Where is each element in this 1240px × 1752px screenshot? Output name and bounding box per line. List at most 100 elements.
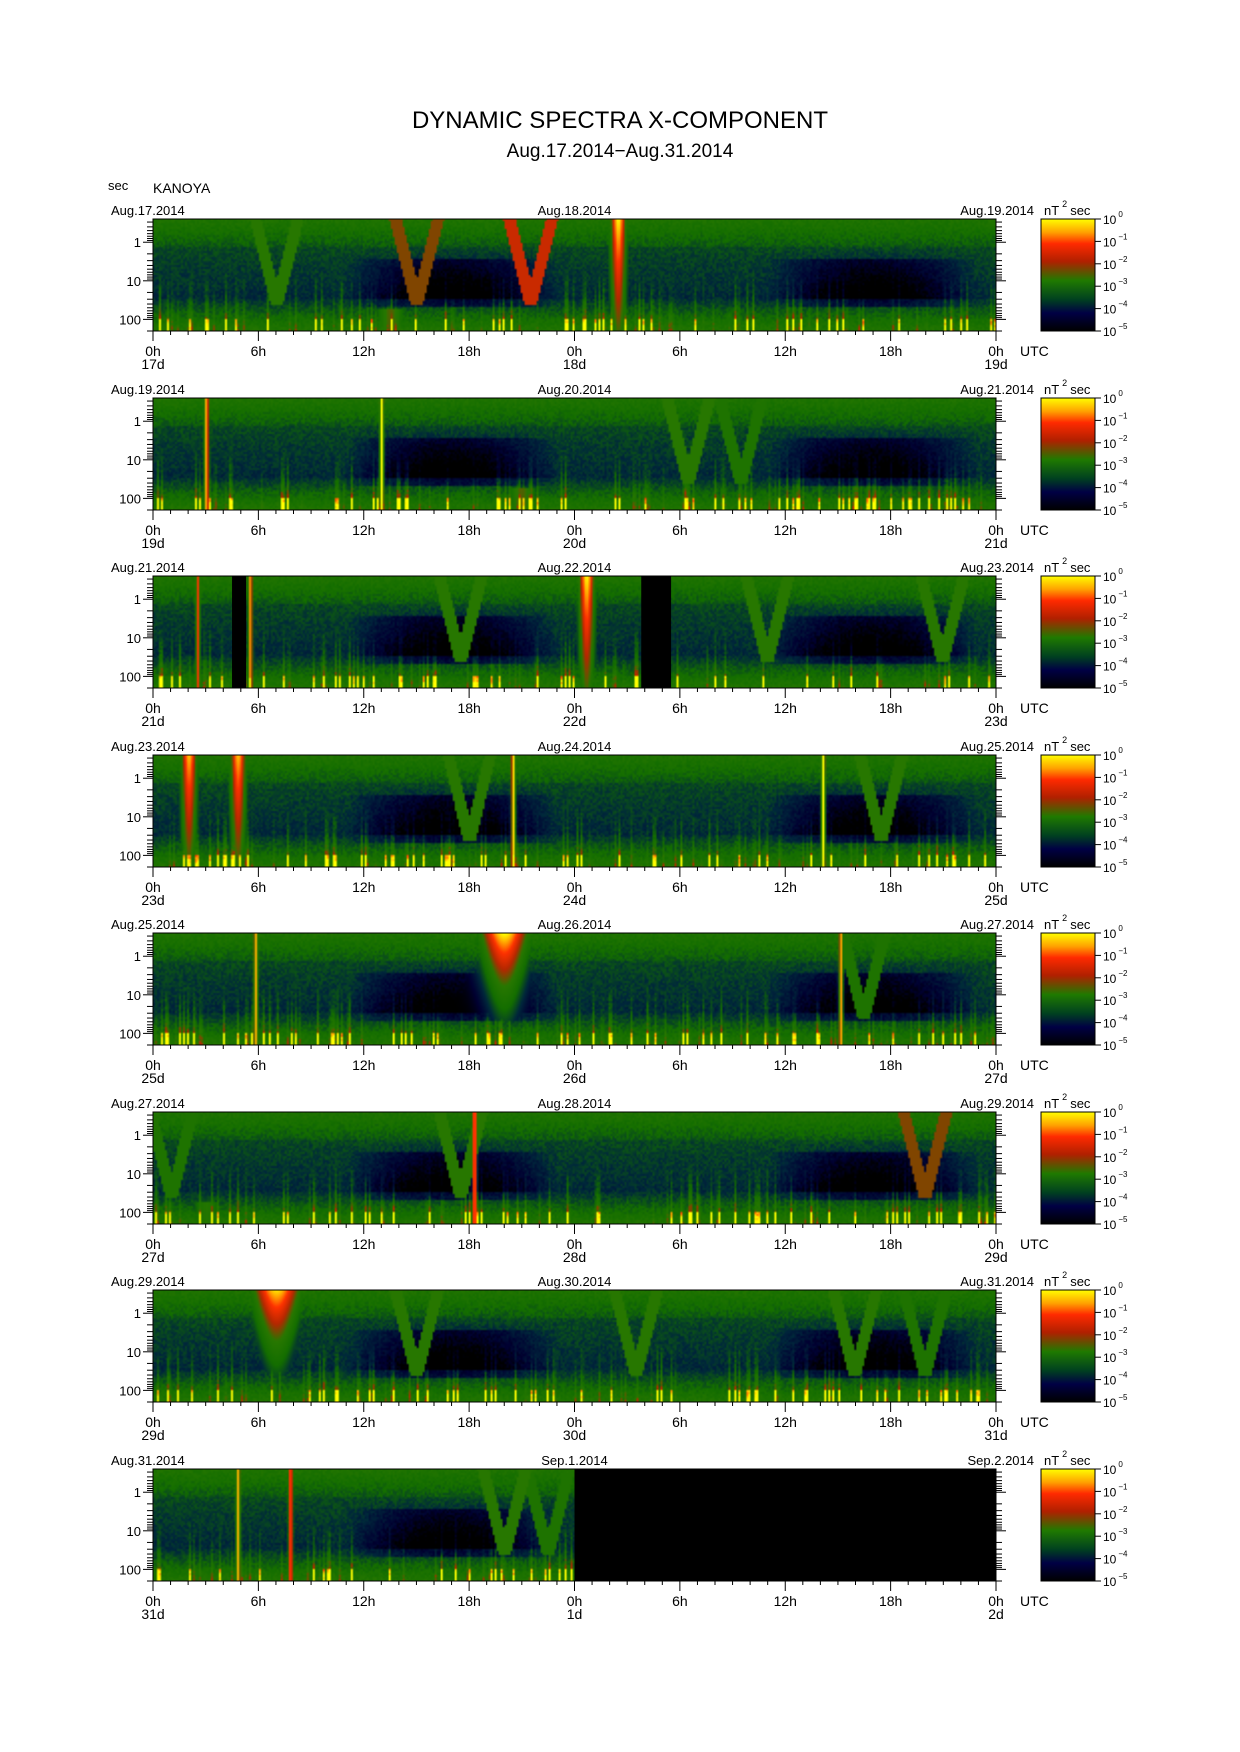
- colorbar-tick-label: 10 −3: [1103, 991, 1128, 1008]
- x-tick-label: 18h: [457, 700, 480, 716]
- x-day-label: 25d: [984, 892, 1007, 908]
- x-tick-label: 18h: [457, 1057, 480, 1073]
- x-tick-label: 0h: [567, 1414, 583, 1430]
- colorbar: [1040, 218, 1096, 332]
- x-day-label: 19d: [984, 356, 1007, 372]
- x-day-label: 18d: [563, 356, 586, 372]
- panel-1: Aug.17.2014 Aug.18.2014 Aug.19.2014 1 10 100 0…: [111, 199, 1128, 372]
- colorbar-tick-label: 10 −1: [1103, 946, 1128, 963]
- x-tick-label: 6h: [672, 343, 688, 359]
- x-tick-label: 12h: [774, 1236, 797, 1252]
- x-tick-label: 6h: [251, 879, 267, 895]
- x-tick-label: 0h: [988, 1057, 1004, 1073]
- x-tick-label: 6h: [251, 343, 267, 359]
- panel-4: Aug.23.2014 Aug.24.2014 Aug.25.2014 1 10 100 0…: [111, 735, 1128, 908]
- panel-date-center: Aug.18.2014: [538, 203, 612, 218]
- colorbar-tick-label: 10 0: [1103, 746, 1123, 763]
- colorbar-tick-label: 10 −1: [1103, 1303, 1128, 1320]
- y-tick-label: 10: [127, 274, 141, 289]
- colorbar-tick-label: 10 −1: [1103, 768, 1128, 785]
- x-tick-label: 18h: [457, 879, 480, 895]
- y-tick-label: 10: [127, 1345, 141, 1360]
- x-tick-label: 12h: [352, 343, 375, 359]
- y-tick-label: 10: [127, 1524, 141, 1539]
- x-tick-label: 0h: [145, 879, 161, 895]
- colorbar-tick-label: 10 −4: [1103, 1014, 1128, 1031]
- y-tick-label: 100: [119, 1383, 141, 1398]
- x-tick-label: 0h: [567, 343, 583, 359]
- colorbar-tick-label: 10 −5: [1103, 1393, 1128, 1410]
- colorbar-tick-label: 10 −3: [1103, 1348, 1128, 1365]
- panel-date-left: Aug.25.2014: [111, 917, 185, 932]
- colorbar-tick-label: 10 −4: [1103, 479, 1128, 496]
- colorbar-tick-label: 10 0: [1103, 1103, 1123, 1120]
- panel-date-right: Aug.21.2014: [960, 382, 1034, 397]
- y-tick-label: 100: [119, 669, 141, 684]
- colorbar-tick-label: 10 −4: [1103, 1371, 1128, 1388]
- x-tick-label: 12h: [352, 1236, 375, 1252]
- x-day-label: 29d: [984, 1249, 1007, 1265]
- x-tick-label: 0h: [145, 1593, 161, 1609]
- y-tick-label: 1: [134, 1128, 141, 1143]
- colorbar-tick-label: 10 −2: [1103, 1505, 1128, 1522]
- colorbar-unit: nT 2 sec: [1044, 199, 1091, 218]
- panel-date-center: Aug.28.2014: [538, 1096, 612, 1111]
- colorbar-unit: nT 2 sec: [1044, 378, 1091, 397]
- x-tick-label: 12h: [352, 879, 375, 895]
- x-tick-label: 0h: [145, 522, 161, 538]
- colorbar-tick-label: 10 −4: [1103, 1193, 1128, 1210]
- x-tick-label: 18h: [879, 1414, 902, 1430]
- panel-3: Aug.21.2014 Aug.22.2014 Aug.23.2014 1 10 100 0…: [111, 556, 1128, 729]
- colorbar-tick-label: 10 −4: [1103, 300, 1128, 317]
- colorbar: [1040, 1111, 1096, 1225]
- spectrogram-image: [153, 1112, 996, 1224]
- x-tick-label: 6h: [672, 1236, 688, 1252]
- colorbar-unit: nT 2 sec: [1044, 735, 1091, 754]
- spectrogram-image: [153, 219, 996, 331]
- colorbar-tick-label: 10 −2: [1103, 255, 1128, 272]
- x-day-label: 20d: [563, 535, 586, 551]
- x-tick-label: 0h: [567, 1593, 583, 1609]
- panel-2: Aug.19.2014 Aug.20.2014 Aug.21.2014 1 10 100 0…: [111, 378, 1128, 551]
- y-tick-label: 1: [134, 414, 141, 429]
- x-tick-label: 12h: [352, 700, 375, 716]
- x-day-label: 31d: [984, 1427, 1007, 1443]
- panel-date-right: Sep.2.2014: [967, 1453, 1034, 1468]
- colorbar: [1040, 1289, 1096, 1403]
- x-tick-label: 12h: [774, 1057, 797, 1073]
- y-tick-label: 10: [127, 810, 141, 825]
- colorbar-tick-label: 10 −3: [1103, 634, 1128, 651]
- x-tick-label: 0h: [567, 522, 583, 538]
- x-tick-label: 0h: [145, 700, 161, 716]
- x-tick-label: 12h: [774, 343, 797, 359]
- y-tick-label: 10: [127, 631, 141, 646]
- colorbar-tick-label: 10 −1: [1103, 1482, 1128, 1499]
- colorbar-tick-label: 10 −4: [1103, 1550, 1128, 1567]
- x-tick-label: 0h: [988, 700, 1004, 716]
- x-tick-label: 6h: [251, 1236, 267, 1252]
- x-tick-label: 18h: [879, 879, 902, 895]
- y-tick-label: 100: [119, 1562, 141, 1577]
- y-unit-label: sec: [108, 178, 129, 193]
- colorbar: [1040, 575, 1096, 689]
- x-tick-label: 12h: [774, 522, 797, 538]
- x-day-label: 28d: [563, 1249, 586, 1265]
- x-tick-label: 0h: [567, 700, 583, 716]
- panel-date-center: Aug.24.2014: [538, 739, 612, 754]
- x-tick-label: 12h: [352, 522, 375, 538]
- x-tick-label: 18h: [879, 522, 902, 538]
- x-unit-label: UTC: [1020, 700, 1049, 716]
- x-tick-label: 18h: [879, 1236, 902, 1252]
- colorbar-tick-label: 10 −5: [1103, 679, 1128, 696]
- colorbar-unit: nT 2 sec: [1044, 556, 1091, 575]
- colorbar-tick-label: 10 −5: [1103, 858, 1128, 875]
- colorbar-tick-label: 10 −1: [1103, 1125, 1128, 1142]
- panel-date-right: Aug.27.2014: [960, 917, 1034, 932]
- x-tick-label: 0h: [145, 1057, 161, 1073]
- panel-8: Aug.31.2014 Sep.1.2014 Sep.2.2014 1 10 100 0h 6…: [111, 1449, 1128, 1622]
- x-tick-label: 0h: [988, 1236, 1004, 1252]
- x-tick-label: 12h: [352, 1593, 375, 1609]
- x-unit-label: UTC: [1020, 1414, 1049, 1430]
- x-tick-label: 6h: [251, 1414, 267, 1430]
- y-tick-label: 1: [134, 1306, 141, 1321]
